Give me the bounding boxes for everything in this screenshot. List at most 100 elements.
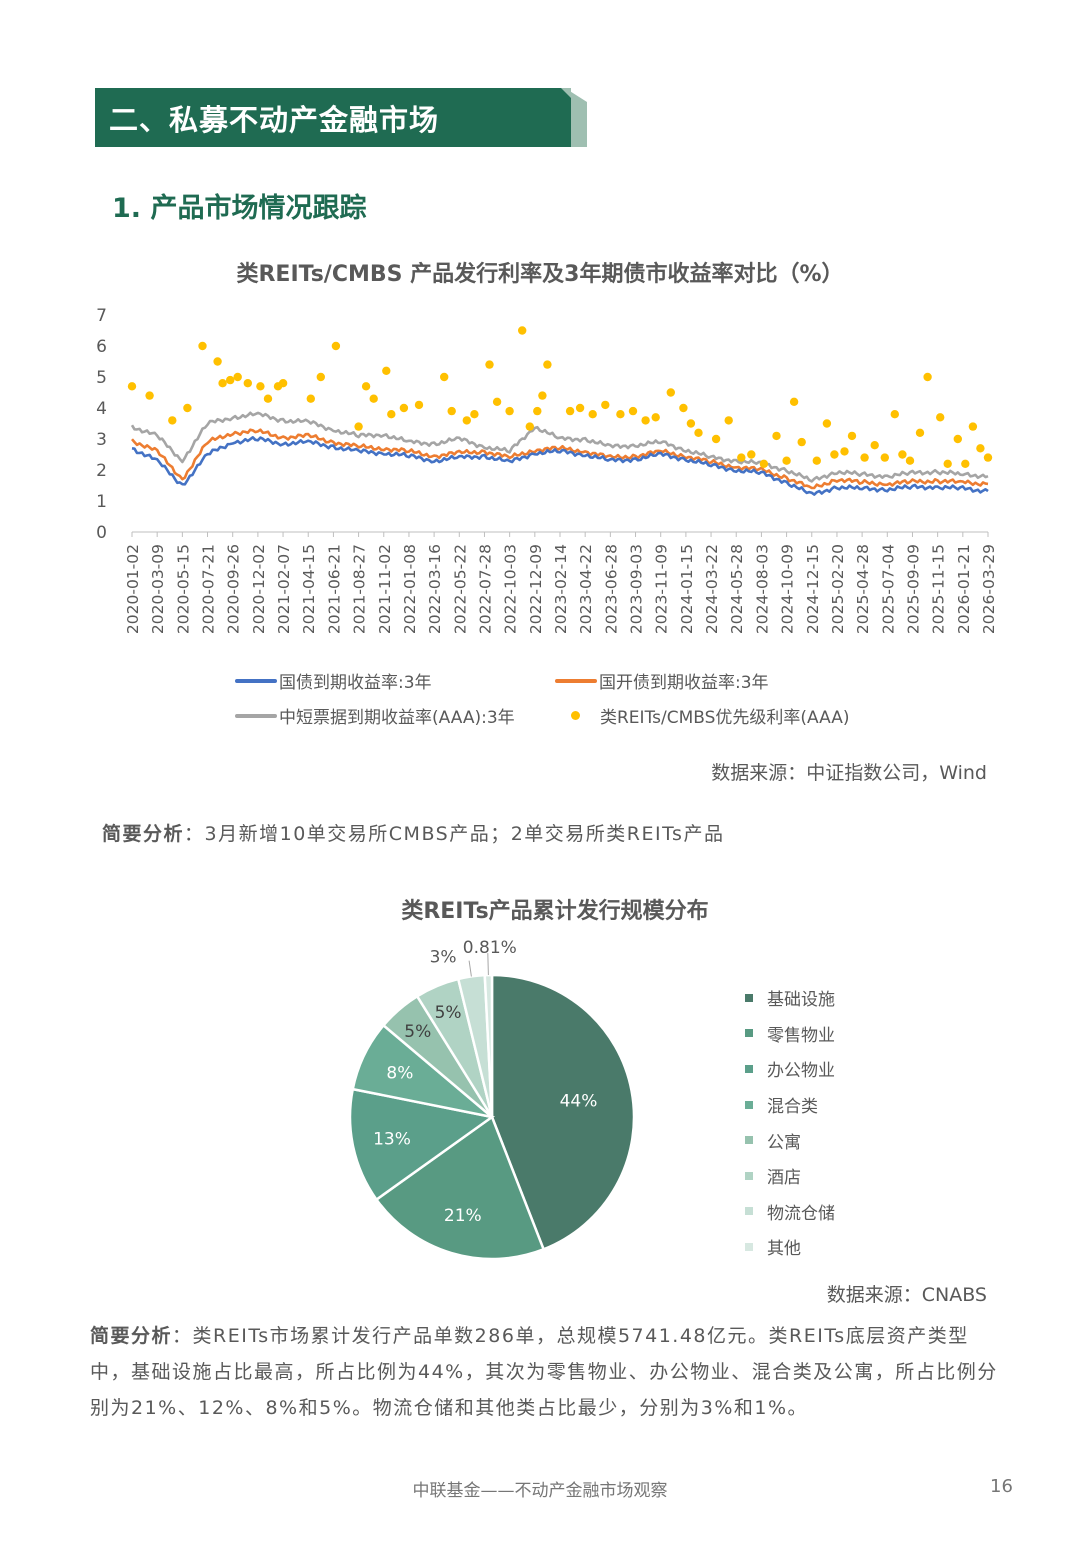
scatter-point: [943, 459, 952, 468]
legend-item-cdb: 国开债到期收益率:3年: [555, 668, 769, 693]
pie-data-label: 44%: [560, 1092, 598, 1112]
x-tick-label: 2022-10-03: [502, 544, 520, 634]
scatter-point: [485, 360, 494, 369]
y-tick-label: 5: [96, 368, 107, 388]
legend-label: 国债到期收益率:3年: [279, 673, 432, 693]
scatter-point: [414, 400, 424, 410]
x-tick-label: 2020-12-02: [250, 544, 268, 634]
x-tick-label: 2023-09-03: [628, 544, 646, 634]
x-tick-label: 2021-11-02: [376, 544, 394, 634]
x-tick-label: 2023-11-09: [653, 544, 671, 634]
pie-legend-swatch: [745, 1136, 753, 1145]
x-tick-label: 2024-03-22: [703, 544, 721, 634]
scatter-point: [812, 456, 821, 465]
scatter-point: [840, 447, 849, 456]
scatter-point: [565, 406, 575, 416]
x-tick-label: 2024-10-09: [779, 544, 797, 634]
scatter-point: [759, 459, 769, 468]
scatter-point: [782, 456, 791, 465]
x-tick-label: 2022-03-16: [426, 544, 444, 634]
section-banner-shape: [95, 88, 587, 147]
analysis-label: 简要分析: [102, 823, 185, 845]
legend-label: 国开债到期收益率:3年: [599, 673, 769, 693]
pie-legend: 基础设施 零售物业 办公物业 混合类 公寓 酒店 物流仓储 其他: [745, 980, 835, 1265]
scatter-point: [145, 391, 154, 400]
footer-text: 中联基金——不动产金融市场观察: [412, 1481, 668, 1501]
pie-legend-item: 酒店: [745, 1158, 835, 1194]
line-chart-source: 数据来源：中证指数公司，Wind: [711, 762, 987, 784]
y-tick-label: 7: [96, 306, 107, 326]
scatter-point: [168, 416, 177, 425]
scatter-point: [575, 403, 585, 413]
y-tick-label: 0: [96, 523, 107, 543]
scatter-point: [961, 459, 970, 468]
x-tick-label: 2022-07-28: [476, 544, 494, 634]
scatter-point: [538, 391, 547, 400]
scatter-point: [905, 456, 915, 465]
x-tick-label: 2024-05-28: [728, 544, 746, 634]
scatter-point: [601, 400, 610, 410]
scatter-point: [822, 419, 832, 428]
scatter-point: [890, 410, 899, 419]
pie-legend-swatch: [745, 1207, 753, 1216]
scatter-point: [847, 431, 857, 441]
pie-data-label: 13%: [373, 1129, 411, 1149]
x-tick-label: 2020-03-09: [149, 544, 167, 634]
legend-item-mtn: 中短票据到期收益率(AAA):3年: [235, 703, 515, 728]
analysis-text: ：类REITs市场累计发行产品单数286单，总规模5741.48亿元。类REIT…: [90, 1325, 998, 1419]
scatter-point: [724, 416, 733, 425]
x-tick-label: 2025-02-20: [829, 544, 847, 634]
legend-swatch: [235, 678, 277, 683]
scatter-point: [198, 341, 207, 351]
scatter-point: [316, 372, 325, 382]
scatter-point: [256, 382, 265, 391]
analysis-label: 简要分析: [90, 1325, 173, 1347]
scatter-point: [588, 410, 597, 419]
pie-legend-label: 其他: [767, 1239, 801, 1260]
pie-legend-item: 物流仓储: [745, 1194, 835, 1230]
legend-item-reits: 类REITs/CMBS优先级利率(AAA): [555, 703, 850, 728]
scatter-point: [651, 413, 660, 422]
scatter-point: [263, 394, 273, 403]
pie-legend-item: 基础设施: [745, 980, 835, 1016]
pie-leader-line: [487, 953, 489, 976]
pie-legend-swatch: [745, 1242, 753, 1251]
scatter-point: [772, 431, 781, 441]
scatter-point: [369, 394, 378, 403]
scatter-point: [462, 416, 471, 425]
x-tick-label: 2021-06-21: [325, 544, 343, 634]
pie-legend-item: 零售物业: [745, 1016, 835, 1052]
page-number: 16: [990, 1476, 1013, 1497]
pie-legend-swatch: [745, 1029, 753, 1038]
pie-legend-label: 物流仓储: [767, 1203, 835, 1224]
pie-legend-swatch: [745, 1064, 753, 1073]
analysis-1: 简要分析：3月新增10单交易所CMBS产品；2单交易所类REITs产品: [102, 819, 724, 846]
pie-data-label: 8%: [386, 1064, 413, 1084]
y-tick-label: 3: [96, 430, 107, 450]
scatter-point: [666, 388, 675, 397]
scatter-point: [968, 422, 978, 431]
scatter-point: [880, 453, 889, 462]
scatter-point: [923, 372, 932, 382]
scatter-point: [694, 428, 703, 437]
x-tick-label: 2024-01-15: [678, 544, 696, 634]
x-tick-label: 2020-09-26: [225, 544, 243, 634]
series-line: [131, 436, 989, 496]
legend-item-treasury: 国债到期收益率:3年: [235, 668, 432, 693]
pie-slice: [483, 973, 494, 1118]
x-tick-label: 2024-12-15: [804, 544, 822, 634]
pie-chart: 44% 21% 13% 8% 5%5% 3% 0.81%: [348, 938, 636, 1261]
x-tick-label: 2021-04-15: [300, 544, 318, 634]
line-chart-title: 类REITs/CMBS 产品发行利率及3年期债市收益率对比（%）: [236, 262, 844, 287]
legend-label: 中短票据到期收益率(AAA):3年: [279, 708, 515, 728]
pie-slice: [348, 1087, 496, 1202]
pie-legend-item: 其他: [745, 1229, 835, 1265]
scatter-point: [492, 397, 502, 406]
x-tick-label: 2026-03-29: [980, 544, 998, 634]
scatter-point: [789, 397, 799, 406]
series-line: [130, 411, 989, 483]
pie-legend-swatch: [745, 1100, 753, 1109]
pie-chart-title: 类REITs产品累计发行规模分布: [401, 899, 709, 924]
x-tick-label: 2026-01-21: [955, 544, 973, 634]
x-tick-label: 2020-01-02: [124, 544, 142, 634]
